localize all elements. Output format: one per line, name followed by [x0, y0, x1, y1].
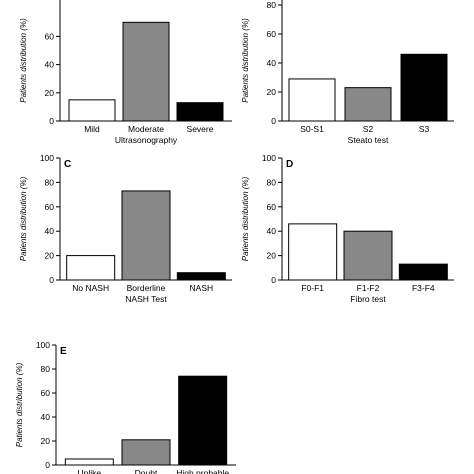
y-tick-label: 20: [45, 251, 55, 261]
y-axis-label: Patients distribution (%): [241, 176, 250, 261]
y-tick-label: 40: [41, 412, 51, 422]
y-tick-label: 20: [41, 436, 51, 446]
y-tick-label: 80: [45, 177, 55, 187]
category-label: Severe: [187, 124, 214, 134]
bar-unlike: [64, 458, 114, 466]
y-tick-label: 20: [267, 87, 277, 97]
y-tick-label: 0: [271, 275, 276, 285]
y-tick-label: 40: [45, 60, 55, 70]
panel-b: 0 20 40 60 80 S0-S1 S2 S3 Steato test Patients di…: [241, 0, 454, 145]
y-tick-label: 60: [267, 29, 277, 39]
y-tick-label: 80: [267, 177, 277, 187]
bar-s2: [344, 87, 392, 122]
y-tick-label: 0: [271, 116, 276, 126]
x-axis-label: NASH Test: [125, 294, 167, 304]
y-tick-label: 100: [40, 153, 54, 163]
panel-a: 0 20 40 60 Mild Moderate Severe Ultrasonography…: [19, 0, 232, 145]
y-axis-label: Patients distribution (%): [19, 18, 28, 103]
bar-no-nash: [66, 255, 116, 281]
bar-borderline: [121, 190, 171, 281]
bar-severe: [176, 102, 224, 122]
bar-high-probable: [178, 375, 228, 466]
y-tick-label: 20: [45, 88, 55, 98]
panel-e: 0 20 40 60 80 100 Unlike Doubt High probable Pati…: [15, 340, 236, 474]
category-label: Mild: [84, 124, 100, 134]
y-tick-label: 0: [49, 275, 54, 285]
category-label: S0-S1: [300, 124, 324, 134]
panel-d: 0 20 40 60 80 100 F0-F1 F1-F2 F3-F4 Fibro test Pat…: [241, 153, 454, 304]
panel-c: 0 20 40 60 80 100 No NASH Borderline NASH NASH Te…: [19, 153, 232, 304]
y-axis-label: Patients distribution (%): [241, 18, 250, 103]
y-tick-label: 0: [49, 116, 54, 126]
y-tick-label: 20: [267, 251, 277, 261]
category-label: S3: [419, 124, 430, 134]
y-tick-label: 40: [45, 226, 55, 236]
y-tick-label: 60: [41, 388, 51, 398]
x-axis-label: Ultrasonography: [115, 135, 178, 145]
category-label: F1-F2: [357, 283, 380, 293]
y-tick-label: 40: [267, 58, 277, 68]
bar-f0-f1: [288, 223, 338, 281]
y-tick-label: 80: [41, 364, 51, 374]
category-label: High probable: [176, 468, 229, 474]
category-label: No NASH: [72, 283, 109, 293]
y-tick-label: 60: [45, 202, 55, 212]
category-label: Doubt: [135, 468, 158, 474]
y-tick-label: 100: [36, 340, 50, 350]
bar-f1-f2: [343, 230, 393, 281]
bar-s0-s1: [288, 78, 336, 122]
x-axis-label: Fibro test: [350, 294, 386, 304]
y-tick-label: 100: [262, 153, 276, 163]
bar-mild: [68, 99, 116, 122]
y-tick-label: 60: [45, 31, 55, 41]
category-label: NASH: [190, 283, 214, 293]
y-tick-label: 0: [45, 460, 50, 470]
panel-letter: C: [64, 159, 71, 170]
category-label: Unlike: [78, 468, 102, 474]
bar-nash: [176, 272, 226, 281]
panel-letter: D: [286, 159, 293, 170]
category-label: F3-F4: [412, 283, 435, 293]
y-tick-label: 60: [267, 202, 277, 212]
category-label: Moderate: [128, 124, 164, 134]
bar-doubt: [121, 439, 171, 466]
x-axis-label: Steato test: [348, 135, 389, 145]
bar-moderate: [122, 21, 170, 122]
y-tick-label: 80: [267, 0, 277, 10]
y-axis-label: Patients distribution (%): [19, 176, 28, 261]
y-tick-label: 40: [267, 226, 277, 236]
y-axis-label: Patients distribution (%): [15, 362, 24, 447]
category-label: S2: [363, 124, 374, 134]
bar-f3-f4: [398, 263, 448, 281]
bar-s3: [400, 53, 448, 122]
category-label: F0-F1: [301, 283, 324, 293]
category-label: Borderline: [127, 283, 166, 293]
panel-letter: E: [60, 346, 67, 357]
